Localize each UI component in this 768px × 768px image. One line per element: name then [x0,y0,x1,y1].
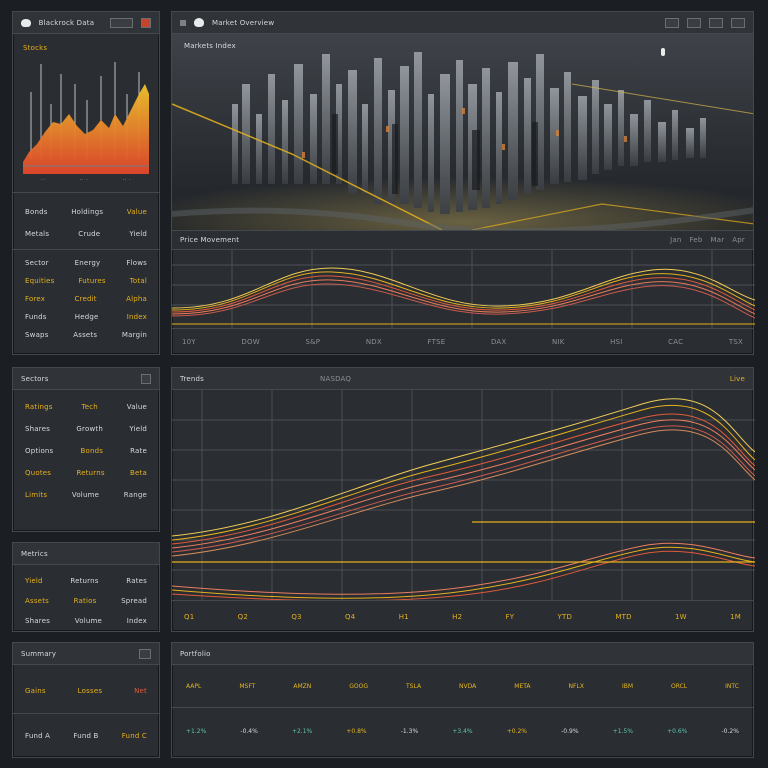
close-icon[interactable] [141,17,151,28]
main-top-header: Market Overview [172,12,753,34]
left-top-header: Blackrock Data [13,12,159,34]
left-top-table: Bonds Holdings Value Metals Crude Yield … [13,193,159,344]
pin-icon[interactable] [661,48,665,56]
app-logo-icon [21,18,31,27]
bottom-main-header: Portfolio [172,643,753,665]
mini-area-fill [23,84,149,174]
window-icon[interactable] [709,17,723,28]
window-title: Market Overview [212,18,275,27]
table-row[interactable]: Quotes Returns Beta [25,469,147,477]
app-logo-icon [194,18,204,27]
portfolio-cell[interactable]: META [514,682,531,690]
portfolio-cell[interactable]: TSLA [405,682,422,690]
portfolio-cell[interactable]: NFLX [568,682,584,690]
table-row[interactable]: Sector Energy Flows [25,259,147,267]
portfolio-cell[interactable]: +2.1% [291,727,313,735]
portfolio-cell[interactable]: AMZN [293,682,312,690]
table-row[interactable]: Options Bonds Rate [25,447,147,455]
table-row[interactable]: Shares Volume Index [25,617,147,625]
portfolio-cell[interactable]: +1.5% [612,727,633,735]
bottom-left-panel: Summary Gains Losses Net Fund A Fund B F… [12,642,160,758]
series-label: Price Movement [180,236,240,244]
mini-area-chart [23,62,149,174]
grid-icon[interactable] [665,17,679,28]
menu-chip[interactable] [141,373,151,384]
app-title: Blackrock Data [38,18,95,27]
left-top-panel: Blackrock Data Stocks [12,11,160,355]
portfolio-bottom-row: +1.2% -0.4% +2.1% +0.8% -1.3% +3.4% +0.2… [172,708,753,754]
bottom-left-header: Summary [13,643,159,665]
table-row[interactable]: Forex Credit Alpha [25,295,147,303]
portfolio-cell[interactable]: +0.8% [346,727,367,735]
portfolio-top-row: AAPL MSFT AMZN GOOG TSLA NVDA META NFLX … [172,665,753,707]
table-row[interactable]: Limits Volume Range [25,491,147,499]
layout-icon[interactable] [687,17,701,28]
table-row[interactable]: Gains Losses Net [25,687,147,695]
table-row[interactable]: Shares Growth Yield [25,425,147,433]
table-row[interactable]: Fund A Fund B Fund C [25,732,147,740]
left-low-panel: Metrics Yield Returns Rates Assets Ratio… [12,542,160,632]
main-mid-tags: Q1 Q2 Q3 Q4 H1 H2 FY YTD MTD 1W 1M [172,600,753,632]
portfolio-cell[interactable]: IBM [621,682,634,690]
portfolio-cell[interactable]: GOOG [349,682,368,690]
table-row[interactable]: Ratings Tech Value [25,403,147,411]
table-row[interactable]: Funds Hedge Index [25,313,147,321]
bottom-main-panel: Portfolio AAPL MSFT AMZN GOOG TSLA NVDA … [171,642,754,758]
portfolio-cell[interactable]: +1.2% [186,727,207,735]
portfolio-cell[interactable]: -0.4% [240,727,258,735]
main-top-tags: 10Y DOW S&P NDX FTSE DAX NIK HSI CAC TSX [172,328,753,354]
left-mid-panel: Sectors Ratings Tech Value Shares Growth… [12,367,160,532]
portfolio-cell[interactable]: +0.2% [506,727,527,735]
portfolio-cell[interactable]: +0.6% [667,727,688,735]
table-row[interactable]: Metals Crude Yield [25,230,147,238]
main-mid-panel: Trends NASDAQ Live [171,367,755,632]
table-row[interactable]: Equities Futures Total [25,277,147,285]
left-low-header: Metrics [13,543,159,565]
portfolio-cell[interactable]: AAPL [186,682,202,690]
portfolio-cell[interactable]: MSFT [239,682,256,690]
close-icon[interactable] [731,17,745,28]
portfolio-cell[interactable]: -1.3% [400,727,419,735]
portfolio-cell[interactable]: +3.4% [452,727,473,735]
portfolio-cell[interactable]: INTC [725,682,739,690]
toolbar-chip[interactable] [110,17,134,28]
portfolio-cell[interactable]: -0.2% [721,727,739,735]
portfolio-cell[interactable]: ORCL [671,682,688,690]
main-top-line-chart [172,250,755,328]
main-mid-header: Trends NASDAQ Live [172,368,753,390]
portfolio-cell[interactable]: -0.9% [561,727,579,735]
main-top-chart-header: Price Movement Jan Feb Mar Apr [172,230,753,250]
table-row[interactable]: Swaps Assets Margin [25,331,147,339]
hero-image-area: Markets Index [172,34,753,230]
main-top-panel: Market Overview Markets Index [171,11,755,355]
live-badge: Live [729,374,745,383]
table-row[interactable]: Bonds Holdings Value [25,208,147,216]
main-mid-line-chart [172,390,755,600]
city-skyline-illustration [172,52,753,230]
left-top-tab[interactable]: Stocks [23,44,48,52]
table-row[interactable]: Assets Ratios Spread [25,597,147,605]
left-mid-header: Sectors [13,368,159,390]
expand-icon[interactable] [139,648,151,659]
mini-chart-ticks: ·· ·· · ·· · [41,177,131,184]
menu-icon[interactable] [180,19,186,26]
table-row[interactable]: Yield Returns Rates [25,577,147,585]
hero-title: Markets Index [184,42,236,50]
portfolio-cell[interactable]: NVDA [459,682,477,690]
